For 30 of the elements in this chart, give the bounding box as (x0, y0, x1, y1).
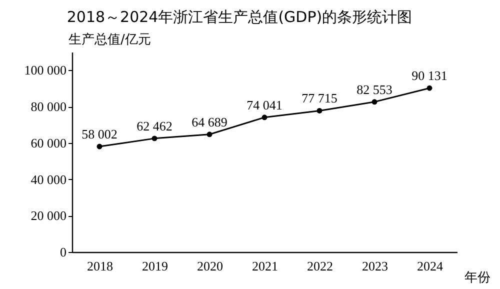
y-tick-label: 40 000 (30, 172, 66, 187)
y-tick-label: 60 000 (30, 135, 66, 150)
x-tick-label: 2018 (87, 258, 113, 274)
y-tick-label: 0 (60, 244, 66, 260)
chart-title: 2018～2024年浙江省生产总值(GDP)的条形统计图 (66, 8, 412, 26)
data-label: 58 002 (82, 126, 118, 142)
y-axis-title: 生产总值/亿元 (68, 32, 151, 48)
point (372, 99, 378, 105)
y-tick-label: 20 000 (30, 208, 66, 224)
point (316, 108, 322, 114)
data-label: 82 553 (356, 82, 392, 97)
point (152, 136, 158, 142)
x-tick-label: 2019 (142, 258, 168, 274)
data-label: 64 689 (192, 114, 228, 130)
x-tick-label: 2022 (307, 258, 333, 274)
data-label: 74 041 (246, 97, 282, 112)
x-tick-label: 2020 (197, 258, 223, 274)
point (206, 132, 212, 138)
data-label: 62 462 (136, 118, 172, 134)
data-label: 77 715 (302, 90, 338, 106)
point (262, 114, 268, 120)
data-label: 90 131 (412, 68, 448, 84)
x-axis-title: 年份 (464, 270, 490, 286)
x-tick-label: 2023 (362, 258, 388, 274)
y-tick-label: 80 000 (30, 99, 66, 114)
x-tick-label: 2024 (417, 258, 444, 274)
point (426, 85, 432, 91)
y-tick-label: 100 000 (24, 62, 66, 78)
point (96, 144, 102, 150)
x-tick-label: 2021 (252, 258, 278, 274)
